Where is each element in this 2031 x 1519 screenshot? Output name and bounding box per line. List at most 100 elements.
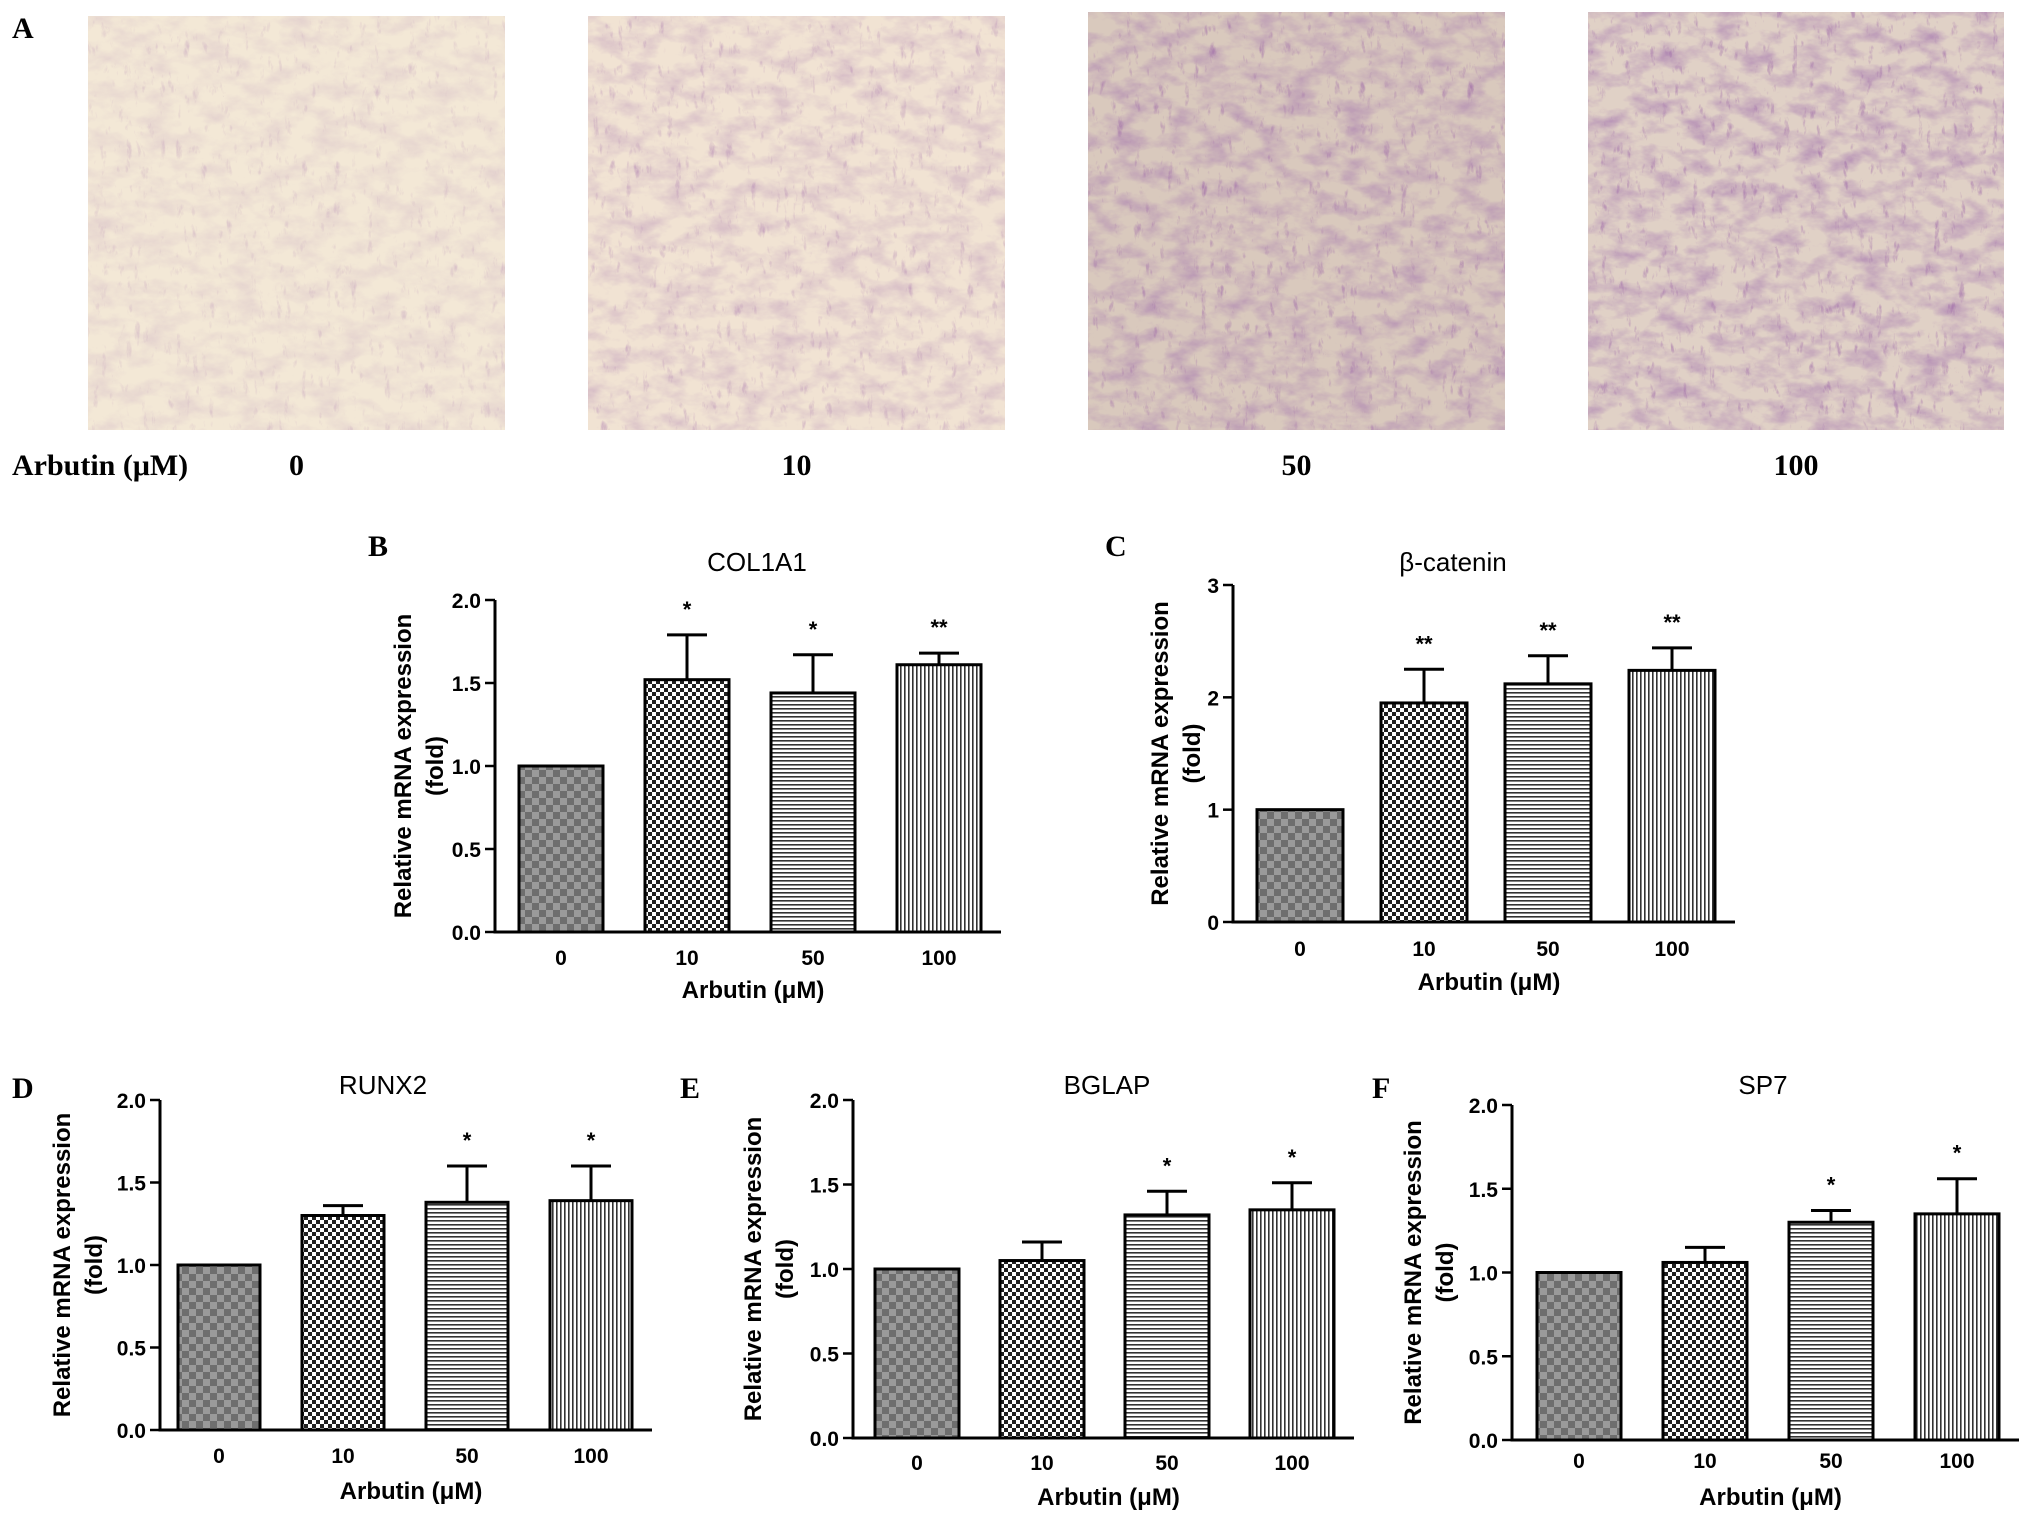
bar-10 (998, 1259, 1086, 1440)
micrograph-0 (88, 16, 505, 430)
bar-10 (1379, 701, 1469, 924)
y-axis-label: Relative mRNA expression (fold) (1147, 601, 1206, 906)
significance-marker: * (809, 617, 818, 642)
chart-e: E BGLAP Relative mRNA expression (fold) 0.0 0… (680, 1070, 1354, 1511)
bar-0 (873, 1267, 961, 1440)
y-tick-label: 0.5 (1469, 1346, 1499, 1369)
x-tick-label: 0 (555, 947, 567, 970)
x-tick-label: 10 (1030, 1452, 1053, 1475)
bar-0 (517, 764, 605, 934)
x-tick-label: 0 (1573, 1450, 1585, 1473)
micrograph-label: 10 (782, 449, 812, 482)
x-tick-label: 10 (675, 947, 698, 970)
x-tick-label: 100 (1939, 1450, 1974, 1473)
y-tick-label: 1.0 (1469, 1263, 1498, 1286)
bar-100 (548, 1199, 634, 1432)
y-axis-label: Relative mRNA expression (fold) (1400, 1120, 1459, 1425)
bar-100 (895, 663, 983, 934)
x-tick-label: 100 (921, 947, 956, 970)
x-tick-label: 100 (1654, 938, 1689, 961)
micrograph-labels: 0 10 50 100 (289, 449, 1819, 482)
y-tick-label: 0.0 (1469, 1430, 1498, 1453)
y-tick-label: 0.5 (117, 1338, 147, 1361)
significance-marker: * (1953, 1141, 1962, 1166)
y-tick-label: 1.0 (117, 1255, 146, 1278)
y-tick-label: 1.5 (452, 673, 482, 696)
bar-0 (1255, 808, 1345, 924)
x-tick-label: 0 (213, 1445, 225, 1468)
significance-marker: * (587, 1128, 596, 1153)
y-axis-label: Relative mRNA expression (fold) (740, 1117, 799, 1422)
bar-100 (1913, 1212, 2001, 1442)
y-tick-label: 0.5 (452, 839, 482, 862)
bar-0 (1535, 1271, 1623, 1442)
y-tick-label: 2.0 (1469, 1095, 1498, 1118)
bar-50 (1503, 682, 1593, 924)
y-axis-label: Relative mRNA expression (fold) (49, 1113, 108, 1418)
y-tick-label: 0.0 (810, 1428, 839, 1451)
panel-letter: E (680, 1072, 700, 1105)
x-axis-label: Arbutin (μM) (682, 977, 825, 1004)
y-tick-label: 1 (1207, 800, 1219, 823)
significance-marker: ** (1415, 631, 1433, 656)
x-tick-label: 50 (801, 947, 824, 970)
bar-50 (769, 691, 857, 934)
panel-letter-a: A (12, 12, 34, 45)
bar-50 (424, 1200, 510, 1432)
chart-d: D RUNX2 Relative mRNA expression (fold) 0.0 0… (12, 1070, 652, 1505)
y-tick-label: 2.0 (810, 1090, 839, 1113)
x-axis-label: Arbutin (μM) (1037, 1484, 1180, 1511)
micrograph-cells (1588, 12, 2004, 430)
x-tick-label: 50 (1155, 1452, 1178, 1475)
y-tick-label: 1.5 (810, 1175, 840, 1198)
micrograph-cells (88, 16, 505, 430)
x-tick-label: 50 (1819, 1450, 1842, 1473)
bar-10 (300, 1214, 386, 1432)
chart-title: BGLAP (1064, 1070, 1151, 1100)
y-tick-label: 1.5 (117, 1173, 147, 1196)
x-tick-label: 50 (455, 1445, 478, 1468)
micrograph-label: 100 (1774, 449, 1819, 482)
y-tick-label: 1.0 (452, 756, 481, 779)
panel-letter: D (12, 1072, 34, 1105)
micrograph-10 (588, 16, 1005, 430)
chart-title: RUNX2 (339, 1070, 427, 1100)
x-tick-label: 100 (1274, 1452, 1309, 1475)
y-tick-label: 0.0 (117, 1420, 146, 1443)
y-tick-label: 1.5 (1469, 1179, 1499, 1202)
y-tick-label: 0.5 (810, 1344, 840, 1367)
significance-marker: * (1827, 1173, 1836, 1198)
y-tick-label: 2.0 (117, 1090, 146, 1113)
x-axis-label: Arbutin (μM) (1699, 1484, 1842, 1511)
significance-marker: * (463, 1128, 472, 1153)
significance-marker: * (1288, 1145, 1297, 1170)
significance-marker: ** (1663, 610, 1681, 635)
panel-letter: C (1105, 530, 1127, 563)
bar-0 (176, 1263, 262, 1432)
micrograph-50 (1088, 12, 1505, 430)
bar-50 (1787, 1220, 1875, 1442)
x-axis-label: Arbutin (μM) (340, 1478, 483, 1505)
y-tick-label: 0 (1207, 912, 1219, 935)
panel-a: A Arbutin (μM) 0 10 50 100 (12, 12, 2004, 482)
x-axis-label: Arbutin (μM) (1418, 969, 1561, 996)
significance-marker: * (1163, 1153, 1172, 1178)
y-tick-label: 1.0 (810, 1259, 839, 1282)
significance-marker: ** (930, 615, 948, 640)
y-tick-label: 0.0 (452, 922, 481, 945)
bar-10 (1661, 1260, 1749, 1442)
x-tick-label: 100 (573, 1445, 608, 1468)
chart-title: COL1A1 (707, 547, 807, 577)
x-tick-label: 0 (1294, 938, 1306, 961)
panel-letter: F (1372, 1072, 1390, 1105)
y-tick-label: 2 (1207, 687, 1219, 710)
micrograph-100 (1588, 12, 2004, 430)
chart-title: SP7 (1738, 1070, 1787, 1100)
micrograph-row (88, 12, 2004, 430)
panel-a-row-label: Arbutin (μM) (12, 449, 188, 482)
micrograph-cells (588, 16, 1005, 430)
significance-marker: * (683, 597, 692, 622)
chart-f: F SP7 Relative mRNA expression (fold) 0.0 0.5… (1372, 1070, 2019, 1511)
bar-10 (643, 678, 731, 934)
